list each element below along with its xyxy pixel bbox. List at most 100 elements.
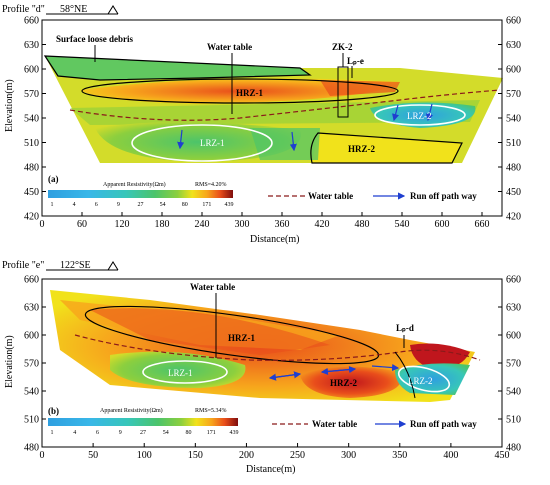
x-b-tick-label: 150 bbox=[188, 450, 203, 461]
y-a-left-tick-label: 480 bbox=[24, 163, 39, 174]
lrz2-a-label: LRZ-2 bbox=[407, 111, 432, 121]
zk2-label: ZK-2 bbox=[332, 42, 353, 52]
x-a-tick-label: 540 bbox=[395, 219, 410, 230]
profile-d-direction: 58°NE bbox=[60, 4, 87, 15]
y-b-left-tick-label: 540 bbox=[24, 387, 39, 398]
x-a-tick-label: 420 bbox=[315, 219, 330, 230]
hrz1-a-ellipse bbox=[81, 78, 399, 104]
profile-d-label: Profile "d" bbox=[2, 4, 45, 15]
cbar-a-tick-label: 6 bbox=[95, 202, 98, 208]
profile-e-direction: 122°SE bbox=[60, 260, 91, 271]
cbar-a-tick-label: 80 bbox=[182, 202, 188, 208]
cbar-a-tick-label: 54 bbox=[160, 202, 166, 208]
hrz2-b-outline bbox=[394, 351, 416, 399]
panel-a: Profile "d" 58°NE bbox=[2, 4, 521, 245]
y-a-left-tick-label: 660 bbox=[24, 16, 39, 27]
x-b-tick-label: 350 bbox=[392, 450, 407, 461]
y-b-left-tick-label: 600 bbox=[24, 331, 39, 342]
y-a-right-tick-label: 570 bbox=[506, 89, 521, 100]
x-b-tick-label: 400 bbox=[443, 450, 458, 461]
lrz2-a-ellipse bbox=[374, 104, 466, 126]
colorbar-b-ticks: 1 4 6 9 27 54 80 171 439 bbox=[51, 430, 239, 436]
cbar-a-tick-label: 27 bbox=[138, 202, 144, 208]
cbar-a-tick-label: 1 bbox=[51, 202, 54, 208]
cbar-b-tick-label: 171 bbox=[207, 430, 216, 436]
runoff-arrow-a1 bbox=[177, 129, 185, 150]
y-a-left-tick-label: 540 bbox=[24, 114, 39, 125]
runoff-arrow-b5 bbox=[371, 363, 400, 372]
y-ticks-b-right: 660 630 600 570 540 510 480 bbox=[498, 275, 521, 454]
water-table-a-label: Water table bbox=[207, 42, 252, 52]
x-a-tick-label: 660 bbox=[475, 219, 490, 230]
x-a-tick-label: 360 bbox=[275, 219, 290, 230]
lrz1-b-ellipse bbox=[142, 360, 228, 384]
hrz2-b-label: HRZ-2 bbox=[330, 378, 358, 388]
panel-b: Profile "e" 122°SE Water table bbox=[2, 260, 521, 475]
y-a-right-tick-label: 420 bbox=[506, 212, 521, 223]
cbar-b-tick-label: 54 bbox=[163, 430, 169, 436]
colorbar-a-ticks: 1 4 6 9 27 54 80 171 439 bbox=[51, 202, 234, 208]
cbar-a-tick-label: 171 bbox=[202, 202, 211, 208]
cbar-b-tick-label: 1 bbox=[51, 430, 54, 436]
x-a-tick-label: 60 bbox=[77, 219, 87, 230]
x-a-tick-label: 300 bbox=[235, 219, 250, 230]
y-b-left-tick-label: 660 bbox=[24, 275, 39, 286]
debris-label: Surface loose debris bbox=[56, 34, 133, 44]
profile-d-marker bbox=[107, 5, 119, 15]
runoff-arrow-a2 bbox=[289, 131, 297, 152]
hrz1-b-ellipse bbox=[84, 305, 380, 365]
colorbar-b-rms: RMS=5.34% bbox=[195, 408, 227, 414]
x-axis-a-label: Distance(m) bbox=[250, 234, 299, 245]
colorbar-b bbox=[48, 418, 238, 426]
cbar-b-tick-label: 27 bbox=[140, 430, 146, 436]
runoff-arrow-a3 bbox=[392, 104, 400, 122]
x-b-tick-label: 0 bbox=[40, 450, 45, 461]
y-a-left-tick-label: 630 bbox=[24, 40, 39, 51]
lrz1-a-ellipse bbox=[131, 124, 273, 162]
water-table-b-label: Water table bbox=[190, 282, 235, 292]
x-a-tick-label: 480 bbox=[355, 219, 370, 230]
runoff-arrow-b4 bbox=[320, 367, 356, 376]
cbar-b-tick-label: 80 bbox=[186, 430, 192, 436]
hrz2-a-outline bbox=[310, 132, 463, 164]
runoff-arrow-b2 bbox=[268, 373, 301, 381]
y-a-right-tick-label: 660 bbox=[506, 16, 521, 27]
section-b-body bbox=[50, 290, 475, 402]
y-b-right-tick-label: 660 bbox=[506, 275, 521, 286]
x-b-tick-label: 100 bbox=[137, 450, 152, 461]
y-b-right-tick-label: 630 bbox=[506, 303, 521, 314]
y-a-right-tick-label: 540 bbox=[506, 114, 521, 125]
y-b-left-tick-label: 630 bbox=[24, 303, 39, 314]
lrz1-b-label: LRZ-1 bbox=[168, 368, 193, 378]
y-ticks-a-right: 660 630 600 570 540 510 480 450 420 bbox=[498, 16, 521, 223]
cbar-a-tick-label: 4 bbox=[73, 202, 76, 208]
profile-e-label: Profile "e" bbox=[2, 260, 44, 271]
y-ticks-b-left: 660 630 600 570 540 510 480 bbox=[24, 275, 46, 454]
cbar-a-tick-label: 9 bbox=[117, 202, 120, 208]
y-axis-b-label: Elevation(m) bbox=[4, 335, 15, 388]
cbar-b-tick-label: 4 bbox=[73, 430, 76, 436]
cbar-b-tick-label: 439 bbox=[230, 430, 239, 436]
y-a-left-tick-label: 420 bbox=[24, 212, 39, 223]
y-a-right-tick-label: 510 bbox=[506, 138, 521, 149]
y-a-right-tick-label: 630 bbox=[506, 40, 521, 51]
legend-a-water-label: Water table bbox=[308, 191, 353, 201]
hrz1-b-label: HRZ-1 bbox=[228, 333, 256, 343]
y-b-right-tick-label: 600 bbox=[506, 331, 521, 342]
y-b-left-tick-label: 510 bbox=[24, 415, 39, 426]
y-a-left-tick-label: 600 bbox=[24, 65, 39, 76]
y-b-right-tick-label: 570 bbox=[506, 359, 521, 370]
x-a-tick-label: 240 bbox=[195, 219, 210, 230]
colorbar-b-title: Apparent Resistivity(Ωm) bbox=[100, 407, 163, 414]
panel-b-tag: (b) bbox=[48, 406, 59, 416]
x-axis-b-label: Distance(m) bbox=[246, 464, 295, 475]
y-axis-a-label: Elevation(m) bbox=[4, 79, 15, 132]
x-a-tick-label: 600 bbox=[435, 219, 450, 230]
colorbar-a bbox=[48, 190, 233, 198]
water-table-a-line bbox=[69, 89, 501, 121]
debris-outline bbox=[43, 55, 312, 81]
section-a-body bbox=[45, 56, 503, 163]
lrz2-b-ellipse bbox=[397, 365, 451, 393]
y-b-left-tick-label: 570 bbox=[24, 359, 39, 370]
